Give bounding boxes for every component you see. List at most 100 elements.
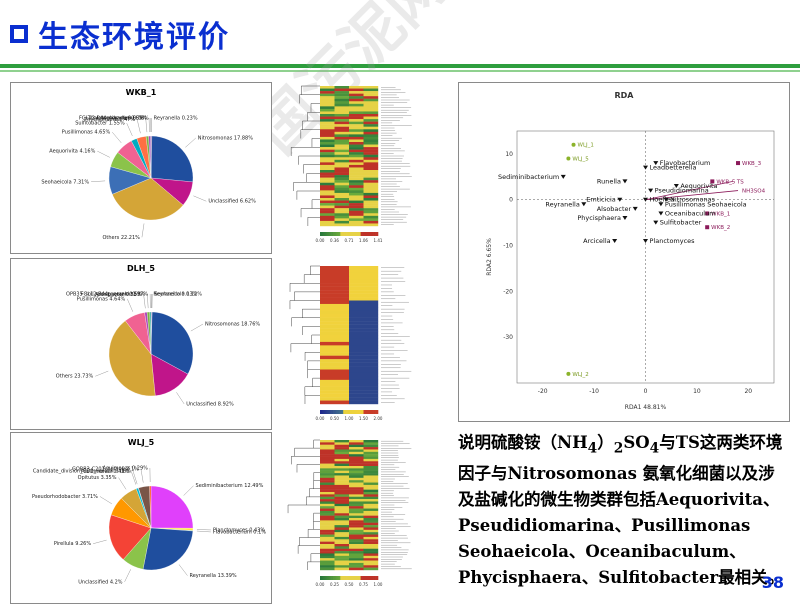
heatmap-cell — [349, 213, 364, 216]
heatmap-cell — [349, 532, 364, 535]
pie-leader — [112, 132, 121, 143]
heatmap-cell — [320, 542, 335, 545]
title-divider — [0, 64, 800, 68]
species-marker — [653, 221, 658, 225]
dendrogram-branch — [303, 326, 320, 335]
heatmap-cell — [335, 440, 350, 443]
heatmap-cell — [320, 206, 335, 209]
heatmap-cell — [320, 454, 335, 457]
heatmap-cell — [335, 91, 350, 94]
heatmap-cell — [320, 480, 335, 483]
heatmap-cell — [335, 193, 350, 196]
dendrogram-branch — [307, 562, 320, 570]
heatmap-cell — [364, 183, 379, 186]
heatmap-cell — [335, 89, 350, 92]
heatmap-cell — [335, 122, 350, 125]
heatmap-cell — [335, 185, 350, 188]
heatmap-cell — [349, 325, 378, 329]
heatmap-cell — [335, 162, 350, 165]
heatmap-cell — [335, 520, 350, 523]
heatmap-cell — [335, 96, 350, 99]
heatmap-cell — [364, 190, 379, 193]
heatmap-cell — [335, 213, 350, 216]
heatmap-cell — [320, 532, 335, 535]
heatmap-cell — [320, 218, 335, 221]
heatmap-cell — [349, 376, 378, 380]
heatmap-cell — [349, 490, 364, 493]
heatmap-cell — [320, 397, 349, 401]
heatmap-cell — [349, 454, 364, 457]
pie-label: Pirellula 9.26% — [54, 541, 91, 547]
heatmap-cell — [349, 127, 364, 130]
heatmap-cell — [335, 525, 350, 528]
heatmap-cell — [349, 155, 364, 158]
sample-label: TS — [736, 179, 744, 185]
heatmap-cell — [335, 518, 350, 521]
dendrogram-branch — [299, 538, 320, 546]
heatmap-cell — [335, 504, 350, 507]
dendrogram-branch — [308, 217, 320, 226]
heatmap-cell — [320, 290, 349, 294]
dendrogram-branch — [312, 200, 320, 209]
heatmap-cell — [335, 471, 350, 474]
heatmap-cell — [335, 563, 350, 566]
pie-leader — [176, 392, 184, 404]
heatmap-cell — [320, 363, 349, 367]
heatmap-cell — [349, 335, 378, 339]
heatmap-cell — [364, 447, 379, 450]
legend-tick: 0.25 — [330, 582, 339, 587]
heatmap-cell — [364, 178, 379, 181]
heatmap-cell — [335, 551, 350, 554]
heatmap-cell — [320, 294, 349, 298]
heatmap-cell — [364, 494, 379, 497]
heatmap-cell — [364, 553, 379, 556]
heatmap-cell — [364, 111, 379, 114]
heatmap-cell — [335, 546, 350, 549]
heatmap-cell — [364, 530, 379, 533]
heatmap-cell — [349, 535, 364, 538]
heatmap-cell — [335, 178, 350, 181]
heatmap-cell — [335, 206, 350, 209]
heatmap-cell — [320, 535, 335, 538]
heatmap-cell — [364, 119, 379, 122]
heatmap-cell — [349, 549, 364, 552]
heatmap-cell — [364, 452, 379, 455]
heatmap-cell — [335, 132, 350, 135]
heatmap-cell — [364, 551, 379, 554]
heatmap-cell — [335, 478, 350, 481]
heatmap-cell — [364, 466, 379, 469]
heatmap-cell — [349, 167, 364, 170]
heatmap-cell — [320, 511, 335, 514]
species-marker — [633, 207, 638, 211]
heatmap-cell — [364, 459, 379, 462]
title-divider-thin — [0, 70, 800, 72]
heatmap-cell — [364, 147, 379, 150]
heatmap-cell — [335, 216, 350, 219]
heatmap-cell — [364, 478, 379, 481]
heatmap-cell — [364, 440, 379, 443]
heatmap-cell — [320, 213, 335, 216]
heatmap-cell — [364, 180, 379, 183]
heatmap-cell — [335, 167, 350, 170]
heatmap-cell — [320, 338, 349, 342]
heatmap-cell — [320, 147, 335, 150]
heatmap-cell — [349, 129, 364, 132]
legend-tick: 1.41 — [374, 238, 383, 243]
heatmap-cell — [335, 155, 350, 158]
dendrogram-branch — [297, 191, 320, 200]
heatmap-cell — [320, 280, 349, 284]
heatmap-cell — [364, 520, 379, 523]
heatmap-cell — [320, 342, 349, 346]
heatmap-cell — [335, 449, 350, 452]
heatmap-cell — [349, 216, 364, 219]
sample-label: WKB_3 — [742, 161, 762, 167]
sample-point — [566, 156, 570, 160]
heatmap-cell — [320, 390, 349, 394]
heatmap-cell — [320, 178, 335, 181]
heatmap-cell — [320, 188, 335, 191]
sample-label: WLJ_5 — [572, 156, 589, 162]
heatmap-cell — [335, 511, 350, 514]
heatmap-cell — [320, 568, 335, 571]
heatmap-cell — [320, 318, 349, 322]
